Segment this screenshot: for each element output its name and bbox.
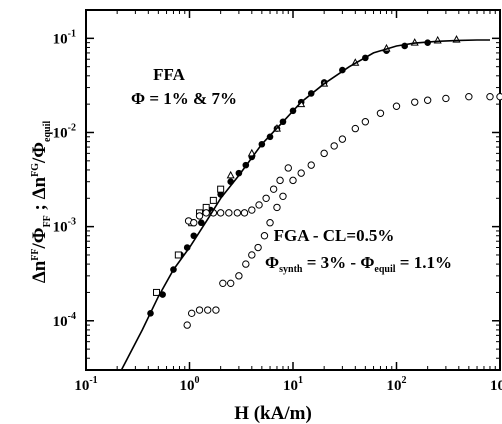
fga-title: FGA - CL=0.5%: [274, 226, 395, 245]
tick-labels: 10-1 100 101 102 103 10-4 10-3 10-2 10-1: [53, 28, 502, 394]
ffa-phi-label: Φ = 1% & 7%: [131, 89, 237, 108]
y-tick-label: 10-3: [53, 217, 76, 236]
x-tick-label: 102: [387, 375, 407, 394]
data-point-open-circle: [307, 161, 315, 169]
data-point-open-circle: [195, 212, 204, 220]
y-tick-label: 10-1: [53, 28, 76, 47]
data-point-open-circle: [235, 272, 243, 280]
data-point-open-circle: [496, 92, 502, 101]
series-triangle: [226, 35, 461, 179]
data-point-open-circle: [248, 206, 256, 214]
data-point-open-circle: [361, 118, 370, 126]
data-point-filled-circle: [235, 169, 243, 177]
series-open-circle: [183, 92, 502, 329]
data-point-open-circle: [195, 306, 204, 314]
data-point-open-circle: [212, 306, 220, 314]
data-point-open-circle: [202, 209, 210, 217]
series-open-square: [153, 185, 225, 296]
y-tick-label: 10-2: [53, 122, 76, 141]
data-point-open-circle: [411, 98, 419, 106]
data-point-open-circle: [338, 135, 347, 143]
data-point-open-circle: [392, 102, 401, 110]
data-series: [120, 35, 502, 371]
data-point-open-circle: [273, 203, 281, 212]
data-point-open-circle: [330, 142, 338, 150]
data-point-open-circle: [262, 194, 270, 202]
data-point-open-circle: [255, 201, 263, 209]
data-point-open-circle: [254, 243, 262, 252]
ffa-title: FFA: [153, 65, 186, 84]
data-point-open-square: [174, 251, 182, 259]
data-point-open-circle: [442, 94, 450, 103]
data-point-open-circle: [423, 96, 432, 104]
data-point-triangle: [226, 170, 235, 179]
fga-phi-label: Φsynth = 3% - Φequil = 1.1%: [265, 253, 452, 275]
data-point-open-circle: [248, 251, 256, 259]
data-point-open-circle: [297, 169, 305, 177]
data-point-open-circle: [242, 260, 250, 268]
data-point-open-circle: [226, 279, 235, 288]
data-point-open-circle: [269, 185, 278, 193]
data-point-open-square: [209, 196, 217, 204]
y-axis-label: ΔnFF/ΦFF ; ΔnFG/Φequil: [29, 121, 53, 284]
x-tick-label: 101: [283, 375, 303, 394]
data-point-open-circle: [279, 192, 287, 200]
fit-curve: [120, 39, 490, 371]
data-point-open-circle: [376, 109, 385, 117]
data-point-open-circle: [219, 279, 227, 288]
x-tick-label: 103: [490, 375, 502, 394]
data-point-open-circle: [240, 209, 249, 217]
plot-frame-rect: [85, 9, 501, 371]
data-point-open-circle: [187, 309, 196, 318]
data-point-open-square: [153, 288, 161, 296]
data-point-open-circle: [276, 176, 284, 185]
axis-ticks: [85, 9, 501, 371]
data-point-open-circle: [260, 232, 269, 240]
y-tick-label: 10-4: [53, 311, 76, 330]
data-point-open-circle: [190, 219, 198, 227]
series-line: [120, 39, 490, 371]
series-open-circle: [184, 164, 292, 227]
data-point-open-square: [217, 185, 225, 193]
data-point-open-circle: [284, 164, 292, 172]
data-point-open-circle: [266, 219, 274, 227]
x-tick-label: 10-1: [74, 375, 97, 394]
data-point-open-circle: [465, 92, 473, 101]
data-point-filled-circle: [197, 219, 205, 227]
x-tick-label: 100: [180, 375, 200, 394]
data-point-open-circle: [233, 209, 242, 217]
data-point-open-circle: [351, 124, 360, 133]
data-point-open-circle: [204, 306, 212, 314]
data-point-open-circle: [320, 149, 328, 158]
data-point-open-circle: [486, 92, 494, 101]
series-filled-circle: [147, 39, 431, 317]
plot-frame: [85, 9, 501, 371]
data-point-open-circle: [216, 209, 225, 217]
data-point-open-circle: [183, 321, 191, 329]
data-point-filled-circle: [266, 133, 274, 141]
data-point-open-circle: [225, 209, 233, 217]
data-point-open-circle: [289, 176, 297, 185]
x-axis-label: H (kA/m): [234, 403, 312, 424]
